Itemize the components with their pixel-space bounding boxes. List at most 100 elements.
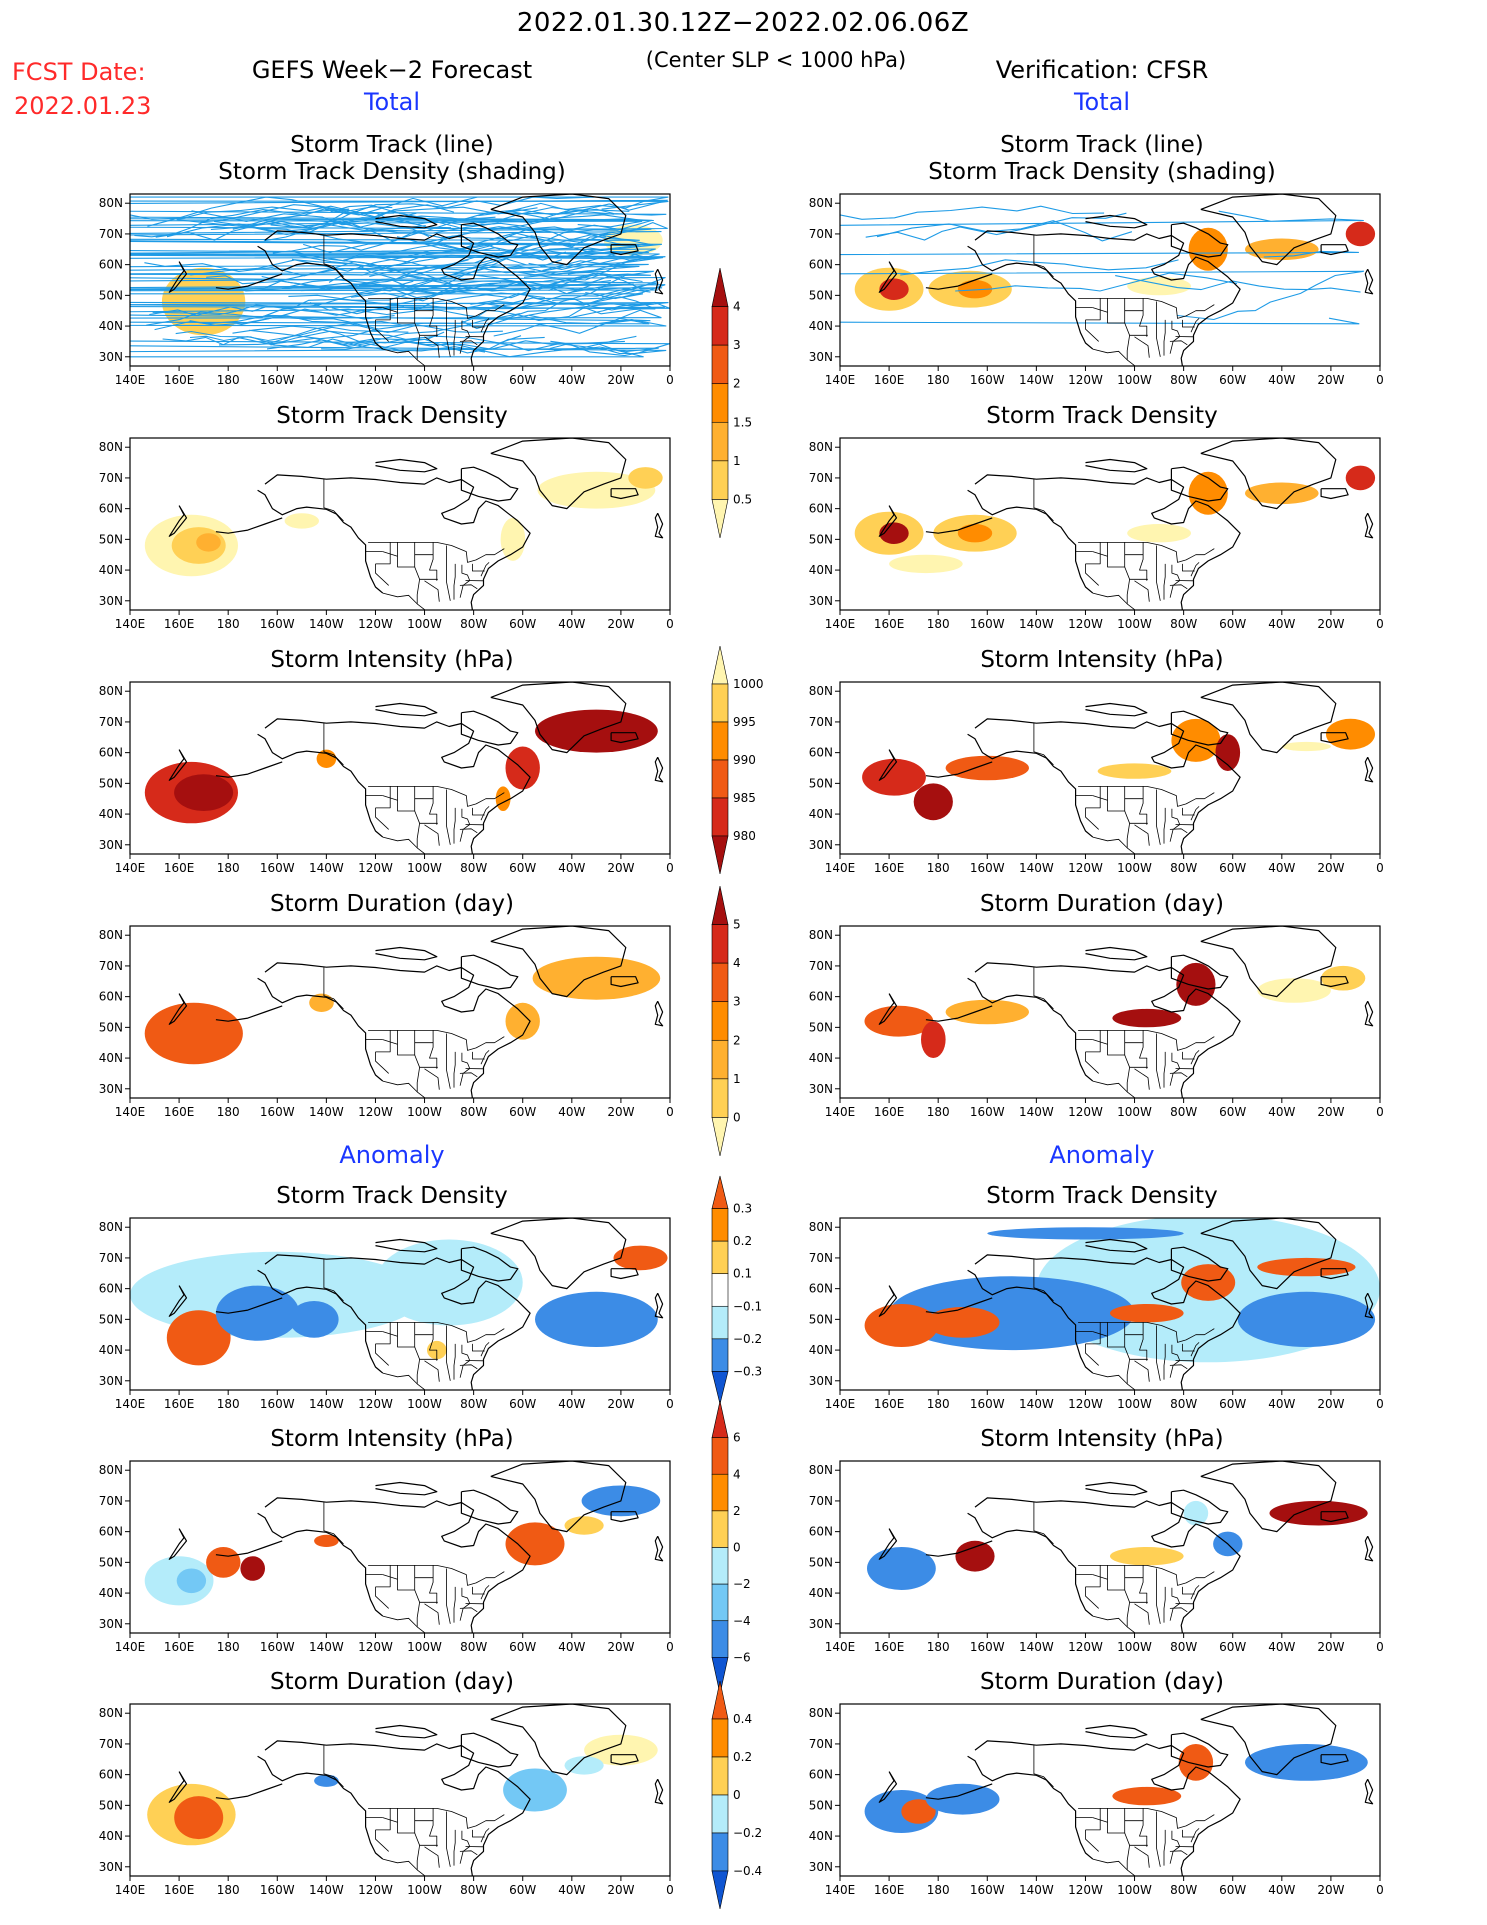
lon-tick-label: 60W — [509, 1640, 536, 1654]
lon-tick-label: 80W — [1170, 1640, 1197, 1654]
lon-tick-label: 60W — [1219, 373, 1246, 387]
colorbar-density-total: 4 3 2 1.5 1 0.5 — [711, 267, 752, 539]
lat-tick-label: 50N — [809, 288, 833, 302]
lon-tick-label: 20W — [1317, 1397, 1344, 1411]
lon-tick-label: 160E — [164, 1397, 195, 1411]
storm-track-line — [147, 196, 393, 227]
lat-tick-label: 80N — [809, 1706, 833, 1720]
colorbar-intensity-total: 1000 995 990 985 980 — [711, 645, 764, 875]
lon-tick-label: 100W — [1117, 373, 1152, 387]
shaded-region-5 — [1176, 962, 1216, 1006]
lat-tick-label: 60N — [99, 258, 123, 272]
shaded-region-3 — [945, 999, 1029, 1025]
shaded-region-4 — [1112, 1786, 1182, 1806]
lon-tick-label: 140W — [1019, 1640, 1054, 1654]
lon-tick-label: 0 — [666, 1397, 674, 1411]
lon-tick-label: 20W — [1317, 861, 1344, 875]
colorbar-label: 995 — [733, 715, 756, 729]
lon-tick-label: 140E — [825, 861, 856, 875]
shaded-region-2 — [176, 1568, 207, 1594]
colorbar-duration-anomaly: 0.4 0.2 0 −0.2 −0.4 — [711, 1680, 762, 1910]
colorbar-swatch — [711, 1832, 729, 1872]
map-cfsr-duration-anom: 140E 160E 180 160W 140W 120W 100W 80W 60W 40W 20W 0… — [809, 1703, 1384, 1897]
storm-track-line — [152, 298, 404, 316]
lon-tick-label: 160E — [874, 617, 905, 631]
lat-tick-label: 70N — [809, 1251, 833, 1265]
colorbar-label: 980 — [733, 829, 756, 843]
lon-tick-label: 0 — [1376, 1105, 1384, 1119]
lon-tick-label: 140W — [1019, 1397, 1054, 1411]
lon-tick-label: 120W — [1068, 1105, 1103, 1119]
storm-track-line — [130, 220, 643, 228]
lon-tick-label: 120W — [358, 1640, 393, 1654]
lon-tick-label: 100W — [1117, 1397, 1152, 1411]
lon-tick-label: 180 — [217, 373, 240, 387]
lat-tick-label: 30N — [809, 594, 833, 608]
storm-track-line — [175, 323, 389, 344]
colorbar-swatch — [711, 721, 729, 761]
colorbar-swatch — [711, 683, 729, 723]
map-fcst-duration-anom: 140E 160E 180 160W 140W 120W 100W 80W 60W 40W 20W 0… — [99, 1703, 674, 1897]
lon-tick-label: 80W — [460, 373, 487, 387]
storm-track-line — [325, 196, 595, 215]
colorbar-swatch — [711, 267, 729, 307]
lon-tick-label: 80W — [460, 617, 487, 631]
lat-tick-label: 60N — [99, 502, 123, 516]
lat-tick-label: 70N — [809, 471, 833, 485]
lon-tick-label: 80W — [1170, 1883, 1197, 1897]
lat-tick-label: 80N — [809, 440, 833, 454]
storm-track-line — [189, 326, 409, 342]
lat-tick-label: 30N — [99, 350, 123, 364]
lon-tick-label: 100W — [407, 1883, 442, 1897]
colorbar-swatch — [711, 1117, 729, 1157]
shaded-region-5 — [1188, 471, 1228, 515]
storm-track-line — [130, 343, 667, 355]
lon-tick-label: 100W — [1117, 617, 1152, 631]
lon-tick-label: 100W — [407, 373, 442, 387]
shaded-region-7 — [1237, 1291, 1376, 1347]
shaded-region-9 — [987, 1227, 1184, 1240]
lon-tick-label: 40W — [1268, 1397, 1295, 1411]
lat-tick-label: 60N — [809, 990, 833, 1004]
lon-tick-label: 20W — [607, 1397, 634, 1411]
map-fcst-density: 140E 160E 180 160W 140W 120W 100W 80W 60W 40W 20W 0… — [99, 437, 674, 631]
lat-tick-label: 30N — [99, 594, 123, 608]
shaded-region-6 — [1245, 1744, 1368, 1781]
lat-tick-label: 80N — [99, 928, 123, 942]
colorbar-swatch — [711, 1473, 729, 1512]
storm-track-line — [130, 199, 668, 215]
storm-track-line — [130, 301, 670, 319]
shaded-region-4 — [505, 1002, 540, 1040]
map-fcst-duration: 140E 160E 180 160W 140W 120W 100W 80W 60W 40W 20W 0… — [99, 925, 674, 1119]
storm-track-line — [390, 210, 642, 247]
shaded-region-7 — [1321, 965, 1366, 991]
shaded-region-8 — [564, 1516, 604, 1535]
colorbar-swatch — [711, 835, 729, 875]
shaded-region-1 — [864, 1005, 934, 1037]
storm-track-line — [840, 250, 1359, 258]
colorbar-label: 990 — [733, 753, 756, 767]
lon-tick-label: 180 — [927, 1397, 950, 1411]
shaded-region-2 — [879, 278, 909, 300]
colorbar-label: 2 — [733, 377, 741, 391]
storm-track-line — [281, 257, 528, 289]
lat-tick-label: 70N — [809, 715, 833, 729]
lat-tick-label: 50N — [99, 776, 123, 790]
colorbar-swatch — [711, 1208, 729, 1242]
lon-tick-label: 140W — [309, 1105, 344, 1119]
colorbar-label: 3 — [733, 338, 741, 352]
shaded-region-3 — [1110, 1547, 1184, 1566]
storm-track-line — [130, 314, 667, 327]
lat-tick-label: 80N — [99, 1463, 123, 1477]
lat-tick-label: 50N — [99, 1020, 123, 1034]
colorbar-swatch — [711, 1718, 729, 1758]
lon-tick-label: 20W — [1317, 373, 1344, 387]
map-cfsr-track: 140E 160E 180 160W 140W 120W 100W 80W 60W 40W 20W 0… — [809, 193, 1384, 387]
lon-tick-label: 140W — [1019, 1105, 1054, 1119]
colorbar-label: −2 — [733, 1577, 751, 1591]
shaded-region-6 — [1215, 734, 1241, 771]
shaded-region-3 — [206, 1547, 241, 1578]
storm-track-line — [248, 324, 503, 340]
lon-tick-label: 0 — [1376, 617, 1384, 631]
shaded-region-7 — [1345, 465, 1376, 491]
